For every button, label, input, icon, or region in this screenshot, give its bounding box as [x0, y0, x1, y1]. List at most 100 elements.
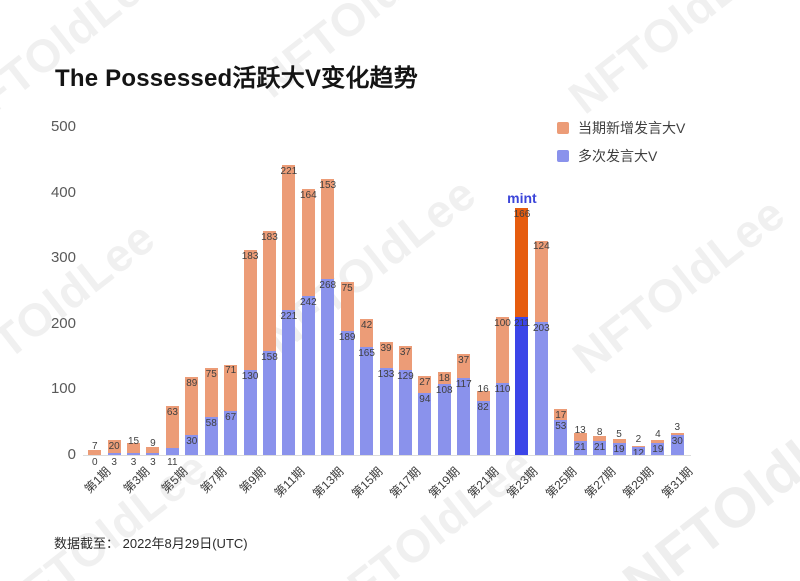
bar-value-label: 164: [299, 189, 317, 201]
bar-value-label: 8: [596, 426, 603, 438]
bar-segment-repeat: [243, 369, 257, 455]
bar-value-label: 3: [130, 457, 137, 468]
bar-segment-repeat: [651, 442, 665, 455]
bar-value-label: 166: [513, 208, 531, 220]
bar-segment-repeat: [282, 310, 296, 455]
bar-value-label: 39: [380, 343, 392, 355]
bar-segment-repeat: [476, 401, 490, 455]
footer-note: 数据截至： 2022年8月29日(UTC): [54, 536, 248, 551]
bar-segment-new: [515, 207, 529, 317]
x-axis-label: 第21期: [465, 464, 502, 501]
bar-segment-new: [243, 249, 257, 370]
bar-value-label: 242: [299, 297, 317, 309]
bar-group: [88, 450, 102, 455]
bar-segment-repeat: [457, 378, 471, 455]
bar-value-label: 20: [108, 440, 120, 452]
bar-value-label: 117: [455, 379, 472, 391]
bar-value-label: 19: [613, 443, 625, 455]
bar-segment-new: [262, 231, 276, 352]
bar-group: [165, 406, 179, 455]
x-axis-label: 第9期: [236, 464, 269, 497]
bar-value-label: 16: [477, 383, 489, 395]
x-axis-label: 第27期: [581, 464, 618, 501]
bar-value-label: 30: [671, 436, 683, 448]
bar-segment-repeat: [146, 453, 160, 455]
bar-segment-new: [301, 188, 315, 297]
bar-group: [204, 367, 218, 455]
bar-value-label: 13: [574, 424, 586, 436]
bar-segment-new: [360, 319, 374, 347]
bar-value-label: 18: [438, 373, 450, 385]
bar-segment-new: [457, 353, 471, 379]
watermark: NFTOldLee: [310, 436, 543, 581]
bar-value-label: 211: [513, 317, 530, 329]
x-axis-label: 第19期: [426, 464, 463, 501]
bar-value-label: 3: [674, 422, 681, 434]
bar-value-label: 71: [225, 365, 237, 377]
bar-value-label: 100: [494, 318, 511, 330]
x-axis-label: 第15期: [348, 464, 385, 501]
bar-group: [457, 353, 471, 455]
bar-group: [262, 231, 276, 455]
mint-annotation: mint: [507, 189, 537, 206]
bar-value-label: 75: [205, 368, 217, 380]
bar-segment-repeat: [496, 382, 510, 455]
x-axis-label: 第13期: [309, 464, 347, 501]
bar-segment-new: [107, 439, 121, 454]
bar-value-label: 268: [319, 280, 337, 292]
x-axis-label: 第31期: [659, 464, 696, 501]
bar-value-label: 11: [167, 457, 178, 468]
legend-swatch-orange-icon: [557, 122, 569, 134]
bar-segment-repeat: [418, 393, 432, 455]
legend-label: 多次发言大V: [578, 148, 658, 164]
bar-value-label: 67: [225, 412, 237, 424]
bar-segment-repeat: [398, 370, 412, 455]
bar-segment-repeat: [612, 442, 626, 455]
bar-value-label: 189: [338, 332, 356, 344]
stacked-bar-chart: 7 0 第1期 20 3 15 3 第3期 9 3 63 11 第5期 89 30 75 58 第7期 71 67 18…: [81, 127, 696, 501]
x-axis-label: 第23期: [503, 464, 541, 501]
bar-segment-new: [534, 240, 548, 322]
bar-value-label: 15: [127, 436, 140, 448]
bar-group: [593, 436, 607, 455]
bar-value-label: 165: [358, 347, 375, 359]
bar-segment-repeat: [340, 331, 354, 455]
watermark: NFTOldLee: [558, 0, 791, 124]
bar-value-label: 37: [458, 354, 470, 366]
x-axis-label: 第17期: [387, 464, 424, 501]
x-axis-label: 第1期: [81, 464, 114, 497]
bar-segment-new: [321, 178, 335, 280]
bar-segment-repeat: [437, 384, 451, 455]
bar-segment-new: [651, 439, 665, 443]
bar-value-label: 0: [91, 457, 98, 468]
bar-value-label: 3: [150, 457, 156, 468]
bar-segment-new: [379, 342, 393, 368]
bar-group: [360, 319, 374, 455]
x-axis-label: 第29期: [620, 464, 657, 501]
bar-group: [282, 165, 296, 455]
bar-value-label: 37: [399, 347, 411, 359]
bar-segment-repeat: [185, 435, 199, 455]
bar-segment-new: [437, 372, 451, 385]
bar-segment-repeat: [204, 416, 218, 455]
bar-group: [379, 342, 393, 455]
legend-item-repeat-speakers: 多次发言大V: [557, 146, 685, 166]
y-axis-label: 100: [50, 380, 76, 398]
bar-group: [573, 432, 587, 455]
bar-value-label: 94: [419, 394, 431, 406]
bar-value-label: 158: [261, 352, 278, 364]
bar-group: [651, 439, 665, 455]
bar-group: [127, 443, 141, 455]
bar-value-label: 221: [280, 166, 298, 178]
bar-value-label: 89: [186, 377, 198, 389]
bar-group: [340, 281, 354, 455]
bar-value-label: 2: [635, 434, 642, 446]
bar-value-label: 75: [341, 282, 353, 294]
bar-segment-repeat: [515, 316, 529, 455]
bar-value-label: 203: [533, 322, 550, 334]
bar-value-label: 221: [280, 311, 298, 323]
bar-value-label: 130: [241, 370, 259, 382]
bar-segment-new: [282, 165, 296, 311]
bar-value-label: 17: [555, 410, 567, 422]
bar-value-label: 82: [477, 402, 489, 414]
